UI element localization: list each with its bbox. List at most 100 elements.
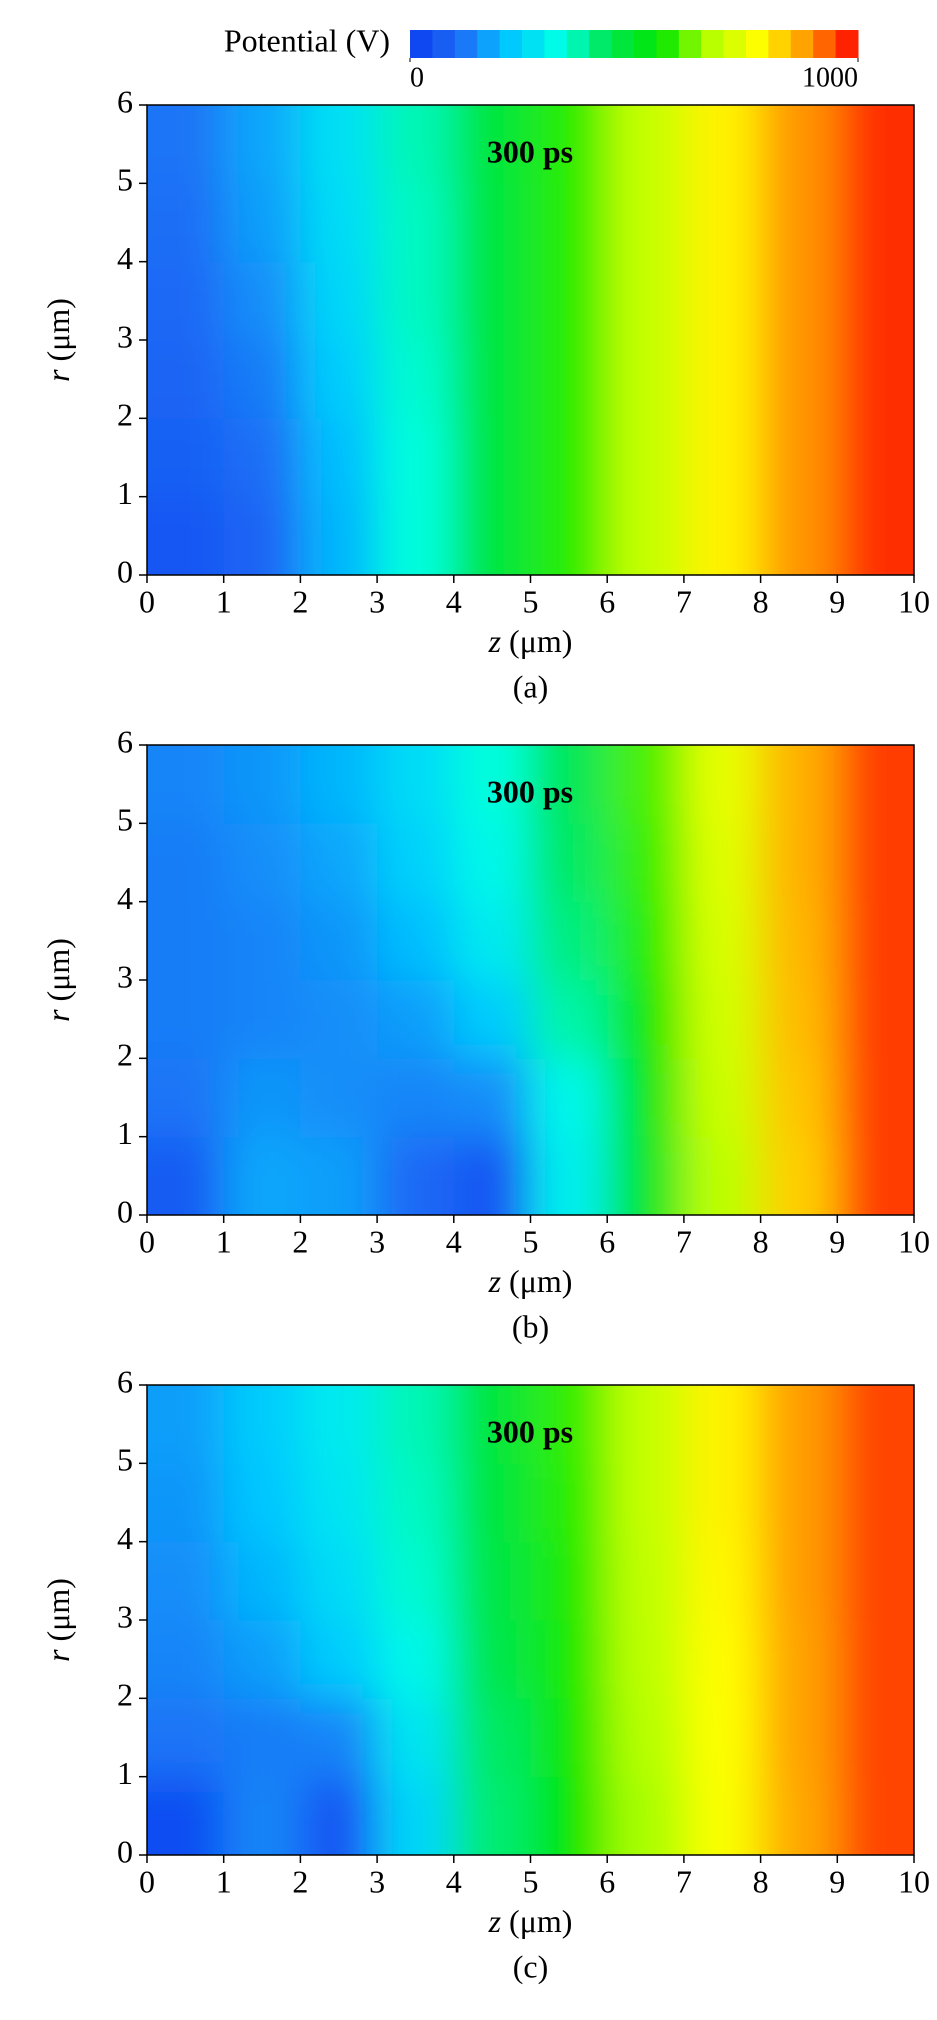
- heatmap-cell: [607, 418, 685, 498]
- colorbar-step: [410, 30, 433, 58]
- heatmap-cell: [147, 418, 225, 498]
- colorbar-step: [746, 30, 769, 58]
- heatmap-cell: [147, 340, 225, 419]
- y-tick-label: 4: [117, 240, 133, 276]
- heatmap-cell: [453, 1058, 531, 1138]
- colorbar-step: [701, 30, 725, 58]
- heatmap-cell: [453, 1136, 531, 1215]
- y-axis-label: r (μm): [40, 938, 76, 1022]
- heatmap-cell: [683, 340, 762, 419]
- x-tick-label: 3: [369, 1863, 385, 1899]
- colorbar-tick-label: 0: [410, 62, 424, 93]
- heatmap-cell: [300, 1058, 378, 1138]
- heatmap-cells: [147, 745, 914, 1215]
- heatmap-cell: [147, 980, 225, 1059]
- x-tick-label: 4: [446, 583, 462, 619]
- heatmap-cell: [300, 1463, 378, 1543]
- x-tick-label: 1: [216, 1223, 232, 1259]
- heatmap-cell: [147, 823, 225, 903]
- heatmap-cell: [760, 1698, 838, 1778]
- heatmap-cell: [760, 901, 838, 981]
- heatmap-cell: [607, 1463, 685, 1543]
- x-tick-label: 4: [446, 1223, 462, 1259]
- heatmap-cell: [760, 1541, 838, 1621]
- heatmap-cell: [223, 1463, 301, 1543]
- heatmap-cell: [453, 261, 531, 341]
- heatmap-cell: [223, 823, 301, 903]
- heatmap-cell: [147, 1136, 225, 1215]
- heatmap-cell: [300, 105, 378, 184]
- heatmap-cell: [377, 1463, 455, 1543]
- heatmap-cell: [300, 1620, 378, 1699]
- heatmap-cell: [223, 901, 301, 981]
- x-tick-label: 9: [829, 1863, 845, 1899]
- heatmap-cell: [760, 823, 838, 903]
- heatmap-cell: [760, 1620, 838, 1699]
- heatmap-cell: [683, 1463, 762, 1543]
- colorbar-step: [499, 30, 523, 58]
- heatmap-cell: [837, 1385, 914, 1464]
- colorbar-step: [678, 30, 702, 58]
- heatmap-cell: [453, 340, 531, 419]
- heatmap-cell: [530, 183, 608, 263]
- heatmap-cell: [837, 823, 914, 903]
- heatmap-cell: [147, 1463, 225, 1543]
- x-tick-label: 1: [216, 583, 232, 619]
- heatmap-cell: [377, 1136, 455, 1215]
- heatmap-cell: [453, 105, 531, 184]
- heatmap-cell: [300, 183, 378, 263]
- heatmap-cell: [683, 1058, 762, 1138]
- y-axis-unit: (μm): [40, 1578, 76, 1641]
- heatmap-cell: [530, 1541, 608, 1621]
- heatmap-cell: [530, 340, 608, 419]
- heatmap-cell: [300, 261, 378, 341]
- heatmap-cell: [837, 980, 914, 1059]
- heatmap-cell: [837, 1058, 914, 1138]
- heatmap-cell: [760, 745, 838, 824]
- heatmap-cell: [453, 1620, 531, 1699]
- colorbar-tick-label: 1000: [802, 62, 858, 93]
- heatmap-cell: [453, 1698, 531, 1778]
- heatmap-cell: [453, 980, 531, 1059]
- heatmap-cell: [223, 105, 301, 184]
- heatmap-cell: [607, 1620, 685, 1699]
- x-axis-label: z (μm): [488, 1903, 573, 1939]
- heatmap-cell: [760, 1776, 838, 1855]
- y-axis-unit: (μm): [40, 938, 76, 1001]
- heatmap-cell: [683, 183, 762, 263]
- heatmap-cell: [607, 1698, 685, 1778]
- heatmap-cell: [683, 105, 762, 184]
- x-tick-label: 10: [898, 583, 930, 619]
- x-axis-var: z: [488, 1263, 502, 1299]
- y-tick-label: 6: [117, 83, 133, 119]
- y-tick-label: 3: [117, 958, 133, 994]
- heatmap-cell: [530, 496, 608, 575]
- colorbar-step: [768, 30, 792, 58]
- heatmap-cell: [377, 105, 455, 184]
- heatmap-cell: [453, 823, 531, 903]
- heatmap-cell: [530, 105, 608, 184]
- heatmap-cell: [147, 1385, 225, 1464]
- y-tick-label: 2: [117, 1677, 133, 1713]
- x-tick-label: 3: [369, 583, 385, 619]
- heatmap: [147, 745, 914, 1215]
- x-tick-label: 7: [676, 1863, 692, 1899]
- heatmap-cell: [837, 745, 914, 824]
- heatmap-cell: [453, 418, 531, 498]
- y-axis-var: r: [40, 1009, 76, 1022]
- heatmap-cell: [530, 1463, 608, 1543]
- heatmap-cell: [683, 1385, 762, 1464]
- heatmap-cell: [683, 1136, 762, 1215]
- y-tick-label: 6: [117, 1363, 133, 1399]
- x-tick-label: 5: [523, 1863, 539, 1899]
- heatmap-cell: [837, 1620, 914, 1699]
- heatmap-cell: [223, 1776, 301, 1855]
- panel-caption: (a): [513, 668, 549, 704]
- x-tick-label: 0: [139, 1863, 155, 1899]
- heatmap-cell: [300, 823, 378, 903]
- x-tick-label: 8: [753, 1223, 769, 1259]
- x-tick-label: 2: [292, 1223, 308, 1259]
- heatmap-cell: [837, 1698, 914, 1778]
- heatmap-cell: [147, 496, 225, 575]
